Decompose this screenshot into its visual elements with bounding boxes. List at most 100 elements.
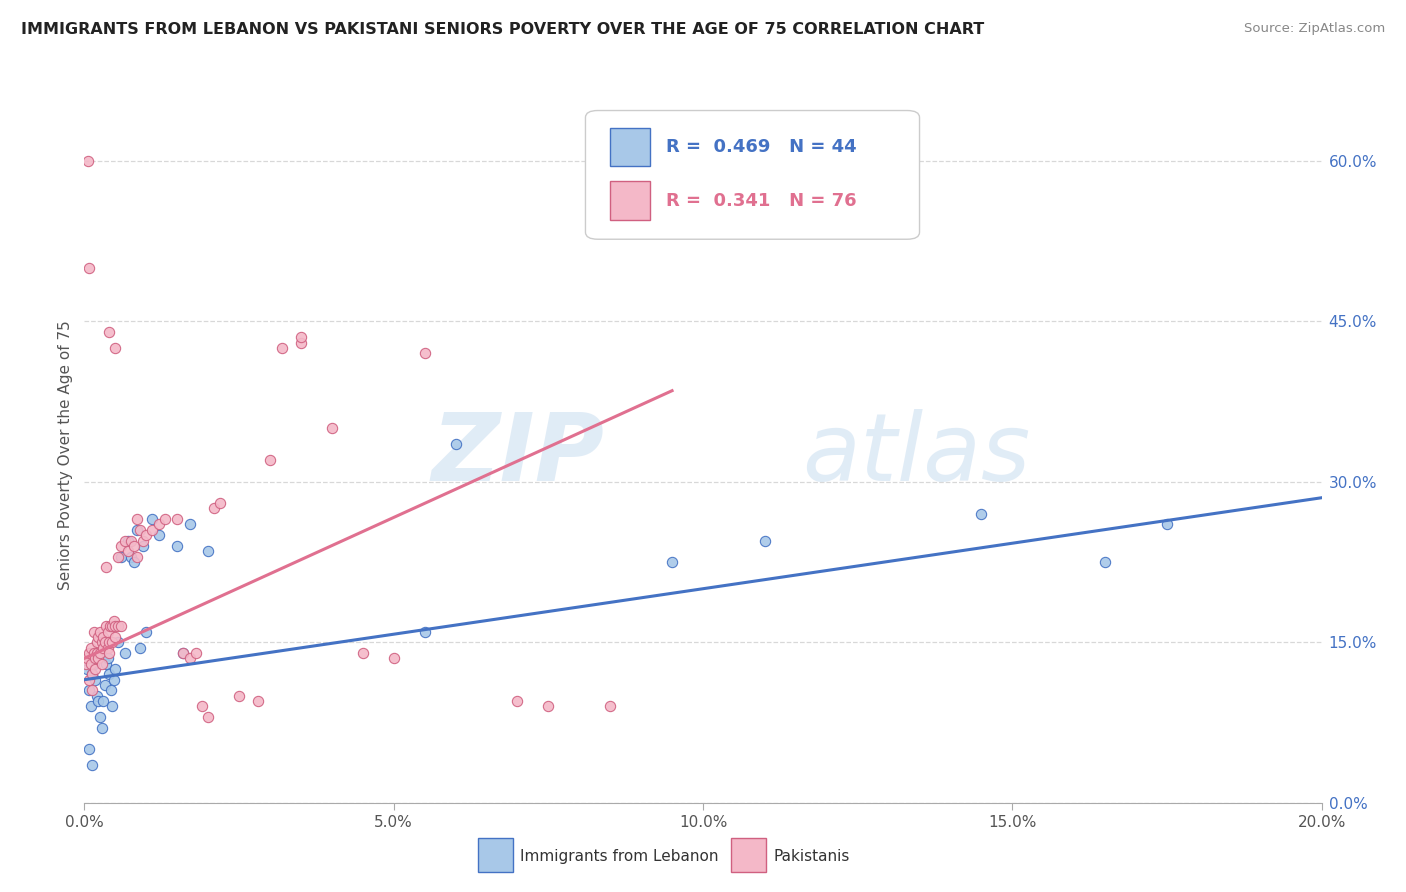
- Point: [661, 555, 683, 569]
- Point: [94, 560, 117, 574]
- Point: [1156, 517, 1178, 532]
- Point: [122, 555, 145, 569]
- Point: [86, 646, 108, 660]
- Point: [98, 667, 121, 681]
- Point: [75, 657, 97, 671]
- Point: [1094, 555, 1116, 569]
- Point: [100, 683, 122, 698]
- Point: [86, 635, 108, 649]
- Point: [94, 678, 117, 692]
- Point: [120, 549, 142, 564]
- Point: [89, 710, 111, 724]
- Point: [148, 528, 170, 542]
- Point: [132, 539, 155, 553]
- Point: [82, 758, 104, 772]
- Text: R =  0.341   N = 76: R = 0.341 N = 76: [666, 192, 856, 210]
- Point: [125, 523, 148, 537]
- Point: [90, 721, 112, 735]
- Point: [132, 533, 155, 548]
- Point: [107, 619, 129, 633]
- Point: [91, 694, 114, 708]
- Point: [125, 549, 148, 564]
- Bar: [610, 128, 650, 166]
- Point: [114, 533, 136, 548]
- Point: [202, 501, 225, 516]
- Point: [352, 646, 374, 660]
- Point: [84, 662, 107, 676]
- Point: [97, 640, 120, 655]
- Point: [76, 662, 98, 676]
- Point: [91, 640, 114, 655]
- Point: [166, 512, 188, 526]
- Point: [125, 512, 148, 526]
- Point: [166, 539, 188, 553]
- Point: [82, 667, 104, 681]
- Point: [129, 640, 152, 655]
- Point: [79, 657, 101, 671]
- Point: [79, 742, 101, 756]
- Point: [87, 630, 110, 644]
- Point: [90, 657, 112, 671]
- Point: [104, 341, 127, 355]
- Text: ZIP: ZIP: [432, 409, 605, 501]
- Text: R =  0.469   N = 44: R = 0.469 N = 44: [666, 138, 856, 156]
- Point: [107, 635, 129, 649]
- Point: [184, 646, 207, 660]
- Point: [290, 335, 312, 350]
- Point: [86, 689, 108, 703]
- Point: [101, 699, 124, 714]
- Point: [444, 437, 467, 451]
- Point: [80, 667, 103, 681]
- Text: IMMIGRANTS FROM LEBANON VS PAKISTANI SENIORS POVERTY OVER THE AGE OF 75 CORRELAT: IMMIGRANTS FROM LEBANON VS PAKISTANI SEN…: [21, 22, 984, 37]
- Point: [970, 507, 993, 521]
- Point: [172, 646, 194, 660]
- Point: [117, 544, 139, 558]
- Point: [209, 496, 232, 510]
- Point: [77, 646, 100, 660]
- Point: [110, 539, 132, 553]
- Point: [117, 533, 139, 548]
- Point: [413, 346, 436, 360]
- Point: [76, 651, 98, 665]
- Point: [87, 694, 110, 708]
- Point: [104, 619, 127, 633]
- Point: [271, 341, 294, 355]
- Point: [103, 614, 125, 628]
- Bar: [610, 181, 650, 219]
- Point: [107, 549, 129, 564]
- Point: [179, 651, 201, 665]
- Point: [80, 683, 103, 698]
- Text: atlas: atlas: [801, 409, 1031, 500]
- Point: [141, 512, 163, 526]
- Point: [97, 624, 120, 639]
- Point: [104, 630, 127, 644]
- Point: [79, 673, 101, 687]
- Point: [104, 662, 127, 676]
- Point: [83, 657, 105, 671]
- Point: [89, 624, 111, 639]
- Point: [84, 673, 107, 687]
- Point: [153, 512, 176, 526]
- Point: [94, 619, 117, 633]
- Point: [246, 694, 269, 708]
- Point: [98, 646, 121, 660]
- Point: [87, 651, 110, 665]
- Point: [537, 699, 560, 714]
- Point: [413, 624, 436, 639]
- Point: [101, 619, 124, 633]
- Point: [259, 453, 281, 467]
- Point: [506, 694, 529, 708]
- Point: [79, 260, 101, 275]
- Point: [754, 533, 776, 548]
- Point: [103, 673, 125, 687]
- Point: [141, 523, 163, 537]
- Point: [83, 646, 105, 660]
- Point: [179, 517, 201, 532]
- Point: [79, 640, 101, 655]
- Point: [290, 330, 312, 344]
- Point: [84, 651, 107, 665]
- Point: [599, 699, 621, 714]
- Point: [98, 635, 121, 649]
- Point: [110, 549, 132, 564]
- Point: [98, 325, 121, 339]
